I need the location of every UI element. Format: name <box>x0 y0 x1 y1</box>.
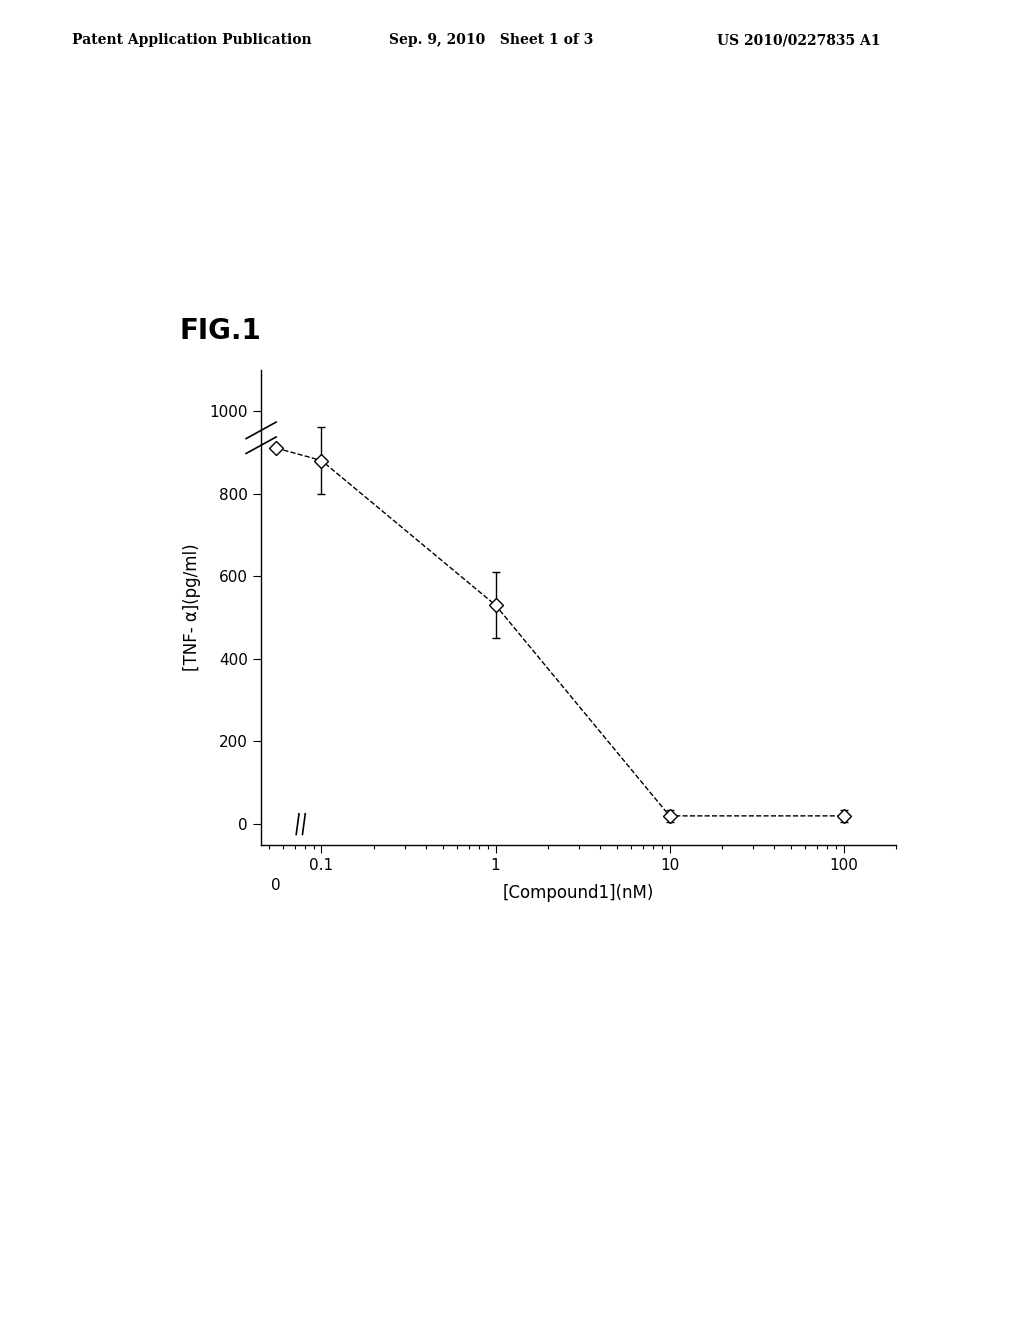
Text: Patent Application Publication: Patent Application Publication <box>72 33 311 48</box>
Text: US 2010/0227835 A1: US 2010/0227835 A1 <box>717 33 881 48</box>
Text: 0: 0 <box>271 878 282 892</box>
Text: Sep. 9, 2010   Sheet 1 of 3: Sep. 9, 2010 Sheet 1 of 3 <box>389 33 594 48</box>
Y-axis label: [TNF- α](pg/ml): [TNF- α](pg/ml) <box>183 544 201 671</box>
X-axis label: [Compound1](nM): [Compound1](nM) <box>503 884 654 902</box>
Text: FIG.1: FIG.1 <box>179 317 261 345</box>
